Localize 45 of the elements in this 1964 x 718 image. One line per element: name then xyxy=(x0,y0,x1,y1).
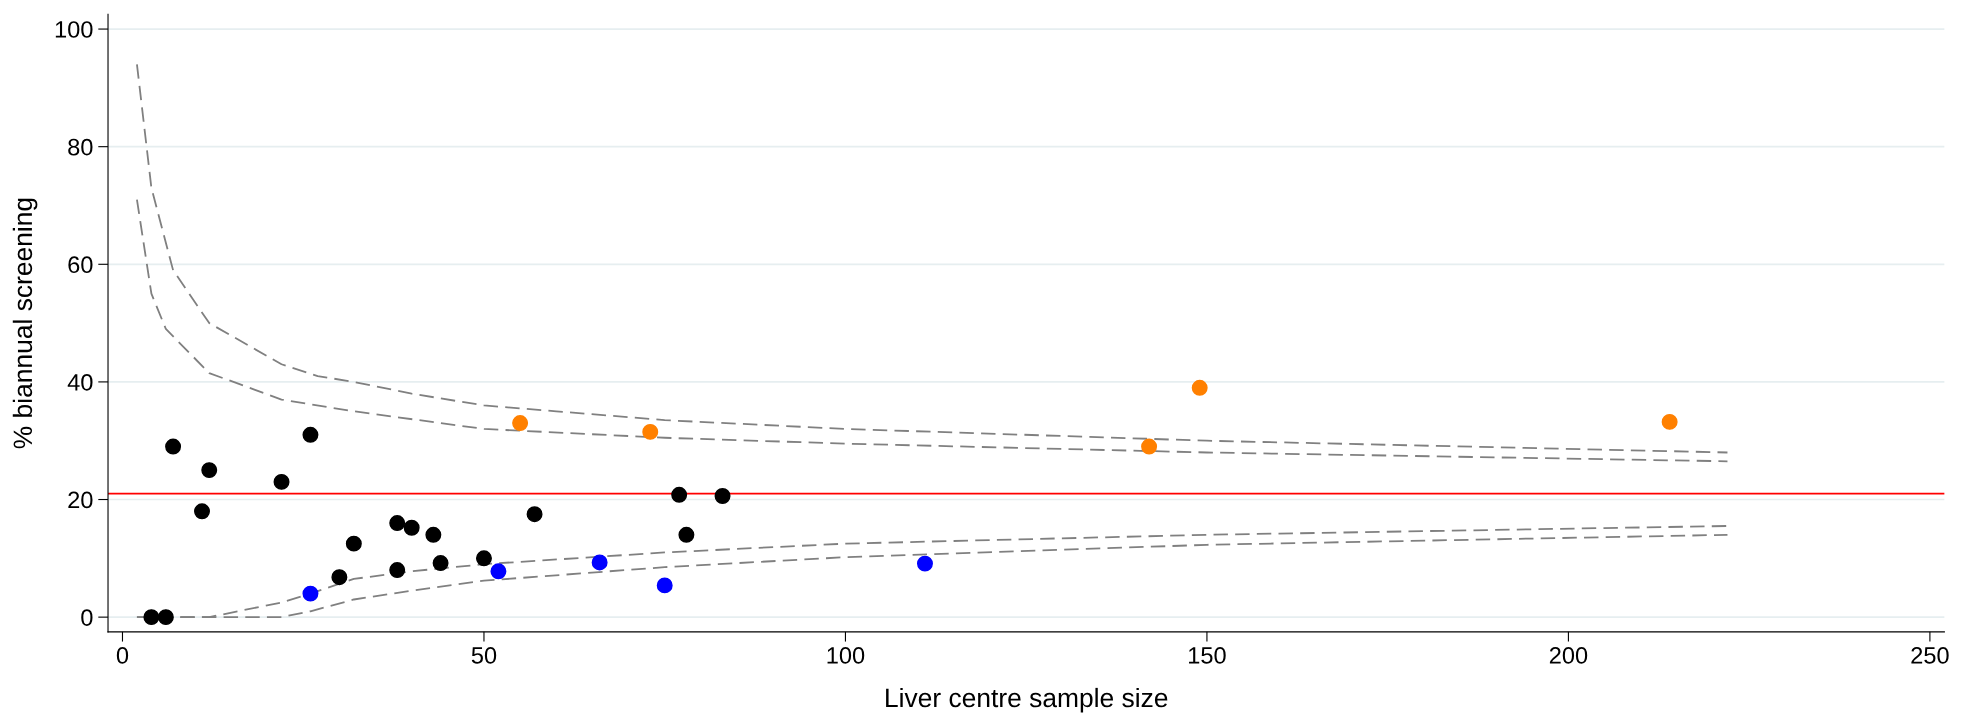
point xyxy=(1191,379,1208,396)
y-tick-label: 0 xyxy=(81,609,93,626)
point xyxy=(143,609,160,626)
point xyxy=(302,426,319,443)
point xyxy=(475,550,492,567)
point xyxy=(490,563,507,580)
point xyxy=(425,526,442,543)
point xyxy=(656,577,673,594)
point xyxy=(389,562,406,579)
point xyxy=(194,503,210,520)
point xyxy=(345,535,362,552)
point xyxy=(916,555,933,572)
line-series xyxy=(136,63,1729,454)
point xyxy=(591,554,608,571)
point xyxy=(512,415,529,432)
point xyxy=(389,515,406,532)
x-tick-label: 50 xyxy=(471,647,497,664)
point xyxy=(1661,413,1678,430)
y-axis-title: % biannual screening xyxy=(12,198,38,449)
point xyxy=(165,438,182,455)
y-tick-label: 40 xyxy=(67,373,93,391)
point xyxy=(671,486,688,503)
point xyxy=(642,423,659,440)
y-tick-label: 20 xyxy=(68,491,93,509)
x-tick-label: 250 xyxy=(1911,647,1949,664)
y-tick-label: 80 xyxy=(68,138,93,156)
x-axis-title: Liver centre sample size xyxy=(886,687,1168,713)
x-tick-label: 200 xyxy=(1549,647,1588,664)
x-tick-label: 0 xyxy=(116,647,129,664)
point xyxy=(403,519,420,536)
point xyxy=(302,585,319,602)
x-tick-label: 150 xyxy=(1189,647,1226,664)
point xyxy=(1141,438,1158,455)
point xyxy=(678,526,695,543)
point xyxy=(331,569,348,586)
point xyxy=(526,506,543,523)
point xyxy=(432,555,449,572)
line-series xyxy=(136,198,1729,463)
point xyxy=(201,462,218,479)
y-tick-label: 60 xyxy=(68,256,93,274)
point xyxy=(714,488,731,504)
x-tick-label: 100 xyxy=(827,647,865,664)
point xyxy=(157,609,174,626)
point xyxy=(273,473,290,490)
y-tick-label: 100 xyxy=(55,21,93,38)
